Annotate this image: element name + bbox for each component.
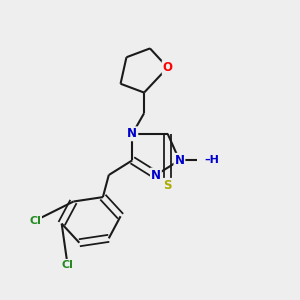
Text: Cl: Cl — [61, 260, 74, 270]
Text: S: S — [164, 179, 172, 192]
Text: N: N — [127, 127, 137, 140]
Text: N: N — [174, 154, 184, 167]
Text: Cl: Cl — [29, 216, 41, 226]
Text: O: O — [163, 61, 173, 74]
Text: –H: –H — [205, 155, 219, 165]
Text: N: N — [151, 169, 161, 182]
